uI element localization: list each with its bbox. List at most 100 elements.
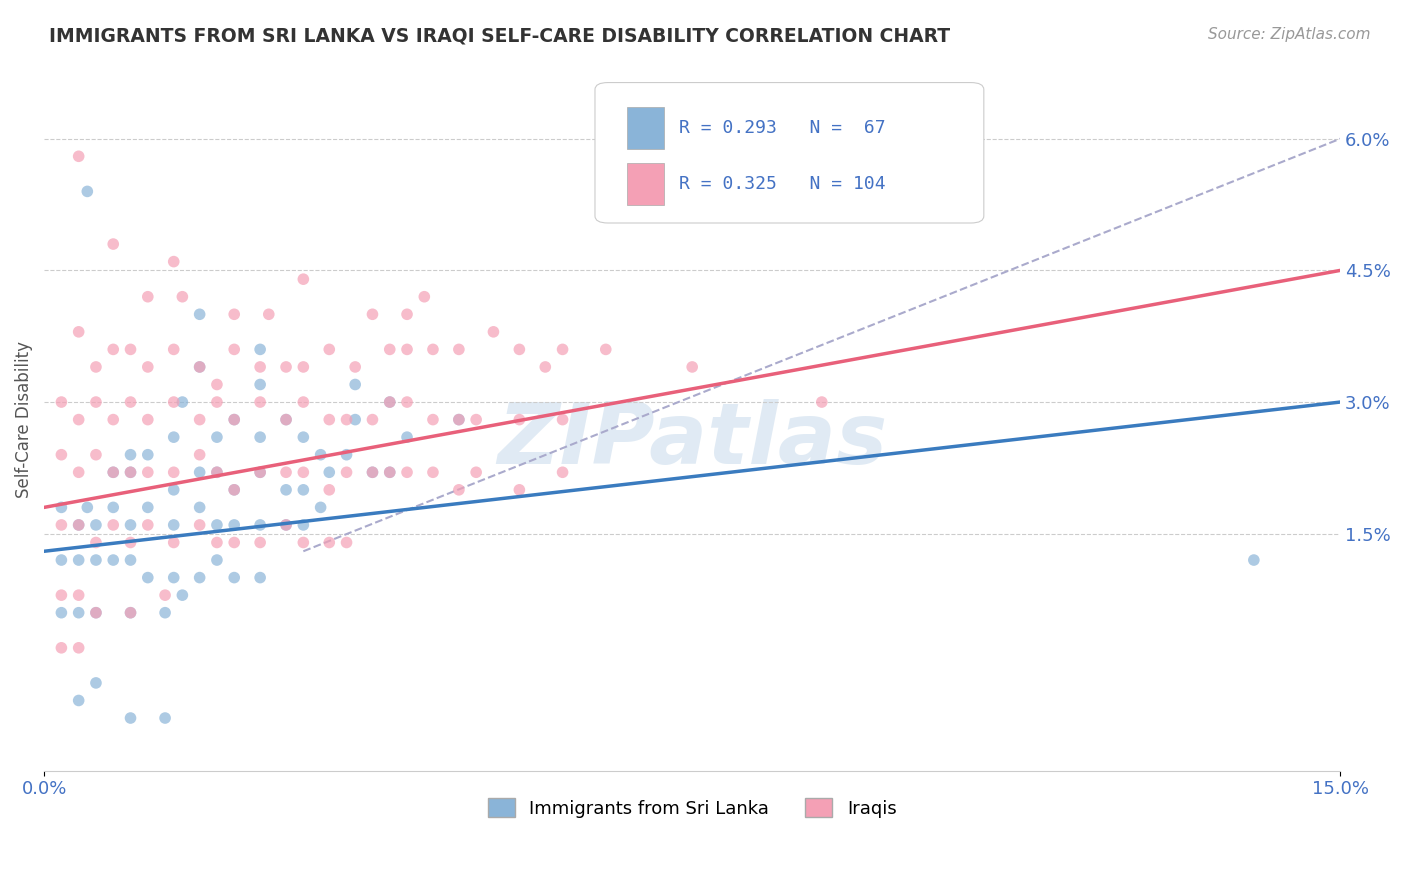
Point (508, 412, 530, 426)
Point (249, 465, 271, 479)
Point (51, 395, 73, 409)
Point (163, 465, 186, 479)
Point (508, 343, 530, 357)
Point (120, 465, 142, 479)
Point (318, 483, 340, 497)
Point (136, 359, 159, 374)
Point (395, 465, 418, 479)
Point (292, 535, 315, 549)
Point (205, 395, 228, 409)
Point (163, 483, 186, 497)
Point (395, 343, 418, 357)
Point (67, 517, 90, 532)
Point (361, 307, 384, 321)
Point (205, 465, 228, 479)
Point (274, 359, 297, 374)
Point (51, 606, 73, 620)
Point (153, 606, 176, 620)
Point (188, 500, 211, 515)
Y-axis label: Self-Care Disability: Self-Care Disability (15, 341, 32, 498)
Point (67, 640, 90, 655)
Point (224, 483, 246, 497)
Point (84, 535, 107, 549)
Point (163, 517, 186, 532)
Point (447, 412, 470, 426)
Point (153, 711, 176, 725)
Point (120, 465, 142, 479)
Point (67, 606, 90, 620)
Point (76, 185, 98, 199)
Point (67, 693, 90, 707)
Point (249, 359, 271, 374)
Point (595, 343, 617, 357)
Point (188, 517, 211, 532)
Point (188, 412, 211, 426)
Point (274, 517, 297, 532)
Point (447, 343, 470, 357)
Point (318, 412, 340, 426)
Point (136, 465, 159, 479)
Point (465, 412, 488, 426)
Point (51, 588, 73, 602)
Point (188, 571, 211, 585)
Point (681, 359, 703, 374)
Point (172, 395, 194, 409)
Point (249, 535, 271, 549)
Point (508, 483, 530, 497)
Point (67, 553, 90, 567)
Point (292, 430, 315, 444)
Point (51, 640, 73, 655)
Point (335, 465, 357, 479)
Point (318, 535, 340, 549)
Point (120, 553, 142, 567)
Point (274, 412, 297, 426)
Point (103, 517, 125, 532)
Point (188, 307, 211, 321)
Point (274, 465, 297, 479)
Point (84, 606, 107, 620)
Point (810, 395, 832, 409)
Point (163, 571, 186, 585)
Point (292, 359, 315, 374)
Text: IMMIGRANTS FROM SRI LANKA VS IRAQI SELF-CARE DISABILITY CORRELATION CHART: IMMIGRANTS FROM SRI LANKA VS IRAQI SELF-… (49, 27, 950, 45)
Point (224, 571, 246, 585)
Text: R = 0.325   N = 104: R = 0.325 N = 104 (679, 176, 886, 194)
Point (395, 430, 418, 444)
Point (172, 290, 194, 304)
Point (318, 465, 340, 479)
Point (361, 465, 384, 479)
Point (84, 448, 107, 462)
Point (249, 517, 271, 532)
Point (103, 412, 125, 426)
Point (249, 430, 271, 444)
Point (205, 377, 228, 392)
Point (534, 359, 557, 374)
Point (292, 465, 315, 479)
Point (84, 359, 107, 374)
Point (249, 571, 271, 585)
Point (188, 448, 211, 462)
Point (84, 606, 107, 620)
Point (136, 448, 159, 462)
Point (309, 500, 332, 515)
Text: ZIPatlas: ZIPatlas (498, 400, 887, 483)
Point (378, 343, 401, 357)
Point (205, 553, 228, 567)
Point (551, 412, 574, 426)
Point (120, 606, 142, 620)
Point (84, 395, 107, 409)
Point (274, 517, 297, 532)
Point (257, 307, 280, 321)
Point (120, 448, 142, 462)
Point (120, 711, 142, 725)
Point (274, 412, 297, 426)
Point (344, 377, 367, 392)
Point (120, 535, 142, 549)
Point (51, 500, 73, 515)
Point (103, 553, 125, 567)
Point (224, 307, 246, 321)
Text: R = 0.293   N =  67: R = 0.293 N = 67 (679, 120, 886, 137)
Point (413, 290, 436, 304)
Point (224, 535, 246, 549)
Point (292, 517, 315, 532)
